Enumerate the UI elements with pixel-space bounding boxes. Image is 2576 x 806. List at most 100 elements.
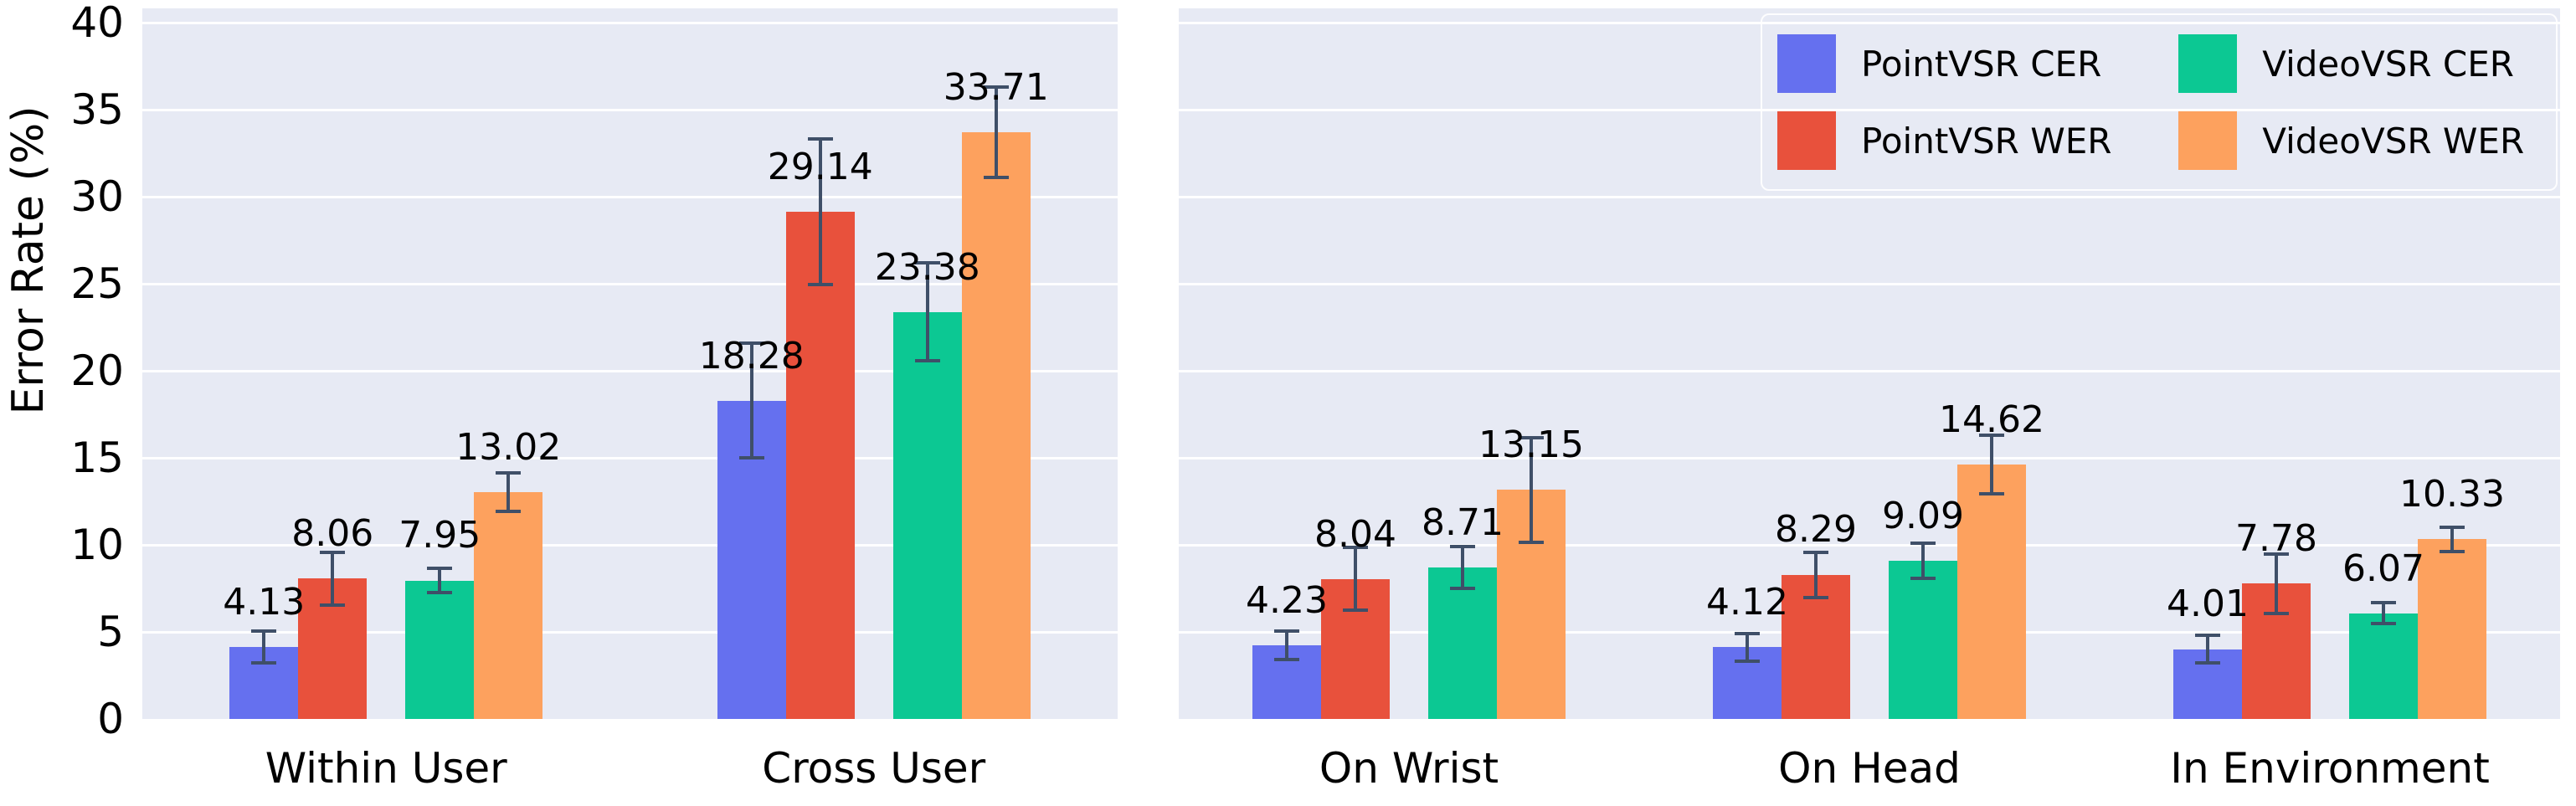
legend-item: VideoVSR CER bbox=[2178, 34, 2541, 93]
left-panel: 4.13 8.06 7.95 13.02 18.28 29.14 23.38 33.71 bbox=[142, 8, 1118, 719]
error-bar-cap bbox=[1910, 542, 1936, 546]
legend-swatch bbox=[1777, 34, 1836, 93]
y-tick-label: 35 bbox=[70, 85, 124, 134]
error-bar-cap bbox=[2195, 661, 2220, 665]
y-tick-label: 5 bbox=[97, 608, 124, 656]
error-bar bbox=[2450, 526, 2454, 552]
gridline bbox=[142, 456, 1118, 459]
error-bar-cap bbox=[427, 567, 453, 571]
error-bar-cap bbox=[738, 456, 764, 460]
gridline bbox=[1179, 630, 2560, 634]
legend-label: PointVSR CER bbox=[1861, 43, 2102, 85]
gridline bbox=[1179, 282, 2560, 285]
legend-swatch bbox=[2178, 34, 2238, 93]
error-bar bbox=[2275, 553, 2278, 613]
bar-value-label: 7.95 bbox=[398, 514, 481, 557]
error-bar-cap bbox=[1735, 631, 1760, 635]
bar-value-label: 29.14 bbox=[767, 145, 873, 188]
error-bar bbox=[1461, 546, 1464, 588]
bar-value-label: 13.02 bbox=[455, 426, 562, 469]
error-bar-cap bbox=[2195, 633, 2220, 637]
x-category-label: Cross User bbox=[762, 744, 986, 793]
error-bar-cap bbox=[1803, 595, 1828, 599]
error-bar bbox=[749, 343, 753, 459]
error-bar-cap bbox=[914, 358, 940, 362]
error-bar-cap bbox=[1450, 544, 1475, 548]
error-bar-cap bbox=[1803, 550, 1828, 554]
bar-videovsr-wer bbox=[961, 131, 1031, 719]
bar-value-label: 4.01 bbox=[2167, 583, 2249, 626]
bar-videovsr-cer bbox=[1428, 567, 1497, 719]
error-bar-cap bbox=[983, 85, 1009, 89]
gridline bbox=[1179, 195, 2560, 198]
error-bar-cap bbox=[1274, 657, 1299, 661]
bar-value-label: 7.78 bbox=[2235, 517, 2317, 560]
y-tick-label: 20 bbox=[70, 347, 124, 395]
x-category-label: In Environment bbox=[2170, 744, 2490, 793]
error-bar-cap bbox=[2440, 525, 2465, 529]
gridline bbox=[1179, 21, 2560, 24]
error-bar-cap bbox=[1519, 540, 1544, 544]
right-panel: 4.23 8.04 8.71 13.15 4.12 8.29 9.09 14.62 4.01 7.… bbox=[1179, 8, 2560, 719]
error-bar-cap bbox=[1274, 629, 1299, 634]
bar-value-label: 13.15 bbox=[1478, 424, 1584, 467]
bar-value-label: 4.13 bbox=[223, 580, 306, 624]
bar-value-label: 6.07 bbox=[2342, 547, 2424, 590]
error-bar bbox=[262, 631, 266, 663]
bar-value-label: 9.09 bbox=[1882, 494, 1964, 537]
bar-videovsr-wer bbox=[2418, 539, 2486, 719]
y-tick-label: 40 bbox=[70, 0, 124, 47]
error-bar bbox=[925, 263, 929, 361]
error-bar-cap bbox=[496, 471, 522, 475]
error-bar-cap bbox=[2264, 611, 2289, 615]
bar-value-label: 10.33 bbox=[2399, 472, 2505, 516]
bar-value-label: 8.04 bbox=[1314, 512, 1396, 556]
error-bar bbox=[1530, 438, 1533, 542]
error-bar bbox=[1354, 547, 1357, 611]
gridline bbox=[142, 282, 1118, 285]
bar-value-label: 4.12 bbox=[1706, 581, 1788, 624]
gridline bbox=[142, 108, 1118, 111]
legend-label: PointVSR WER bbox=[1861, 120, 2112, 162]
error-bar bbox=[1814, 552, 1818, 598]
gridline bbox=[1179, 108, 2560, 111]
bar-value-label: 8.06 bbox=[291, 512, 374, 556]
error-bar-cap bbox=[1910, 576, 1936, 580]
bar-value-label: 18.28 bbox=[698, 334, 805, 377]
legend-item: PointVSR WER bbox=[1777, 111, 2128, 170]
error-bar bbox=[2382, 603, 2385, 624]
gridline bbox=[142, 630, 1118, 634]
legend-item: VideoVSR WER bbox=[2178, 111, 2541, 170]
x-category-label: On Wrist bbox=[1319, 744, 1499, 793]
y-tick-label: 0 bbox=[97, 695, 124, 743]
error-bar bbox=[438, 568, 442, 593]
error-bar-cap bbox=[2371, 601, 2396, 605]
error-bar bbox=[818, 138, 822, 285]
bar-pointvsr-wer bbox=[785, 211, 855, 719]
bar-videovsr-cer bbox=[2349, 613, 2418, 719]
error-bar bbox=[1746, 633, 1749, 661]
x-category-label: On Head bbox=[1778, 744, 1961, 793]
error-bar bbox=[331, 552, 335, 605]
bar-value-label: 33.71 bbox=[943, 65, 1049, 109]
error-bar-cap bbox=[807, 136, 833, 141]
gridline bbox=[142, 369, 1118, 372]
bar-videovsr-cer bbox=[892, 311, 962, 719]
gridline bbox=[142, 195, 1118, 198]
error-bar bbox=[1285, 631, 1288, 660]
error-bar bbox=[1921, 543, 1925, 578]
bar-videovsr-wer bbox=[474, 492, 543, 719]
y-tick-label: 25 bbox=[70, 259, 124, 308]
error-bar bbox=[1990, 434, 1993, 495]
bar-videovsr-wer bbox=[1957, 464, 2026, 719]
error-bar-cap bbox=[2440, 549, 2465, 553]
error-bar-cap bbox=[1735, 659, 1760, 663]
error-bar-cap bbox=[1343, 546, 1368, 550]
legend-swatch bbox=[1777, 111, 1836, 170]
gridline bbox=[1179, 369, 2560, 372]
error-bar-cap bbox=[320, 603, 346, 607]
error-bar bbox=[2206, 634, 2209, 664]
y-tick-label: 15 bbox=[70, 434, 124, 482]
legend-swatch bbox=[2178, 111, 2238, 170]
